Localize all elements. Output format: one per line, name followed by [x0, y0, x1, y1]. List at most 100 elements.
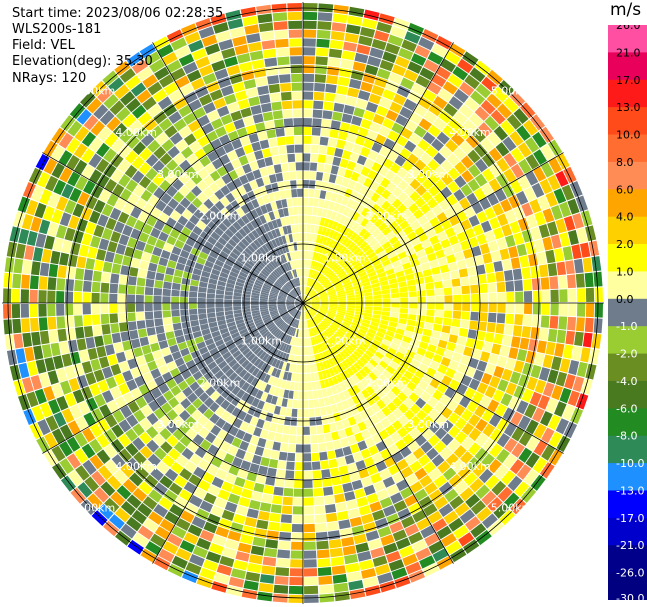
range-gate — [354, 52, 369, 64]
range-gate — [502, 407, 516, 422]
range-gate — [262, 353, 270, 362]
range-gate — [104, 178, 117, 193]
range-gate — [539, 178, 553, 195]
range-gate — [518, 431, 533, 447]
range-gate — [392, 337, 402, 346]
range-gate — [495, 142, 510, 157]
range-gate — [251, 491, 263, 502]
range-gate — [332, 484, 344, 495]
range-gate — [315, 531, 328, 541]
range-gate — [155, 239, 166, 250]
range-gate — [181, 321, 191, 329]
range-gate — [488, 147, 503, 162]
range-gate — [333, 281, 342, 287]
range-gate — [314, 82, 326, 92]
range-gate — [267, 431, 276, 441]
range-gate — [301, 329, 303, 338]
range-gate — [530, 114, 546, 131]
range-gate — [559, 387, 572, 404]
range-gate — [230, 200, 240, 210]
range-gate — [22, 332, 32, 348]
range-gate — [257, 274, 266, 281]
range-gate — [260, 310, 269, 315]
range-gate — [447, 73, 463, 88]
range-gate — [275, 172, 284, 182]
range-gate — [547, 369, 559, 384]
range-gate — [193, 355, 204, 365]
range-gate — [64, 365, 76, 380]
range-gate — [303, 126, 312, 135]
range-gate — [468, 413, 481, 427]
range-gate — [200, 439, 212, 451]
range-gate — [378, 13, 395, 25]
range-gate — [243, 144, 254, 155]
range-gate — [273, 387, 281, 397]
range-gate — [306, 364, 311, 373]
range-gate — [289, 171, 297, 180]
range-gate — [303, 297, 309, 303]
range-gate — [235, 281, 244, 287]
range-gate — [340, 325, 349, 332]
range-gate — [378, 374, 388, 384]
range-gate — [481, 153, 496, 168]
range-gate — [98, 189, 111, 203]
range-gate — [125, 98, 141, 113]
range-gate — [497, 379, 509, 392]
range-gate — [501, 224, 513, 237]
range-gate — [181, 146, 194, 159]
range-gate — [364, 221, 374, 231]
range-gate — [474, 158, 488, 173]
range-gate — [531, 182, 545, 198]
range-gate — [256, 196, 265, 206]
range-gate — [137, 66, 153, 81]
range-gate — [468, 378, 481, 391]
range-gate — [309, 364, 314, 373]
range-gate — [465, 493, 481, 508]
range-gate — [129, 329, 139, 340]
range-gate — [299, 277, 302, 286]
range-gate — [340, 338, 349, 346]
range-gate — [126, 457, 141, 472]
range-gate — [170, 67, 186, 81]
range-gate — [370, 403, 381, 414]
range-gate — [248, 272, 257, 279]
range-gate — [486, 272, 496, 283]
range-gate — [530, 364, 542, 379]
range-gate — [278, 370, 285, 380]
range-gate — [182, 353, 193, 363]
range-gate — [69, 103, 86, 120]
range-gate — [510, 336, 521, 348]
range-gate — [424, 532, 440, 547]
range-gate — [271, 358, 278, 367]
range-gate — [249, 160, 259, 171]
range-gate — [378, 429, 390, 440]
range-gate — [327, 312, 336, 317]
range-gate — [293, 278, 298, 287]
range-gate — [312, 470, 322, 479]
range-gate — [360, 207, 370, 217]
range-gate — [382, 89, 396, 101]
range-gate — [334, 253, 342, 262]
range-gate — [415, 184, 427, 196]
range-gate — [499, 248, 510, 260]
range-gate — [405, 273, 415, 281]
range-gate — [555, 170, 569, 187]
range-gate — [209, 326, 219, 333]
range-gate — [259, 306, 268, 310]
range-gate — [189, 140, 202, 153]
range-gate — [150, 342, 160, 352]
range-gate — [47, 303, 56, 317]
range-gate — [322, 236, 328, 246]
range-gate — [284, 479, 294, 488]
range-gate — [262, 315, 271, 321]
range-gate — [247, 405, 257, 416]
range-gate — [29, 275, 39, 290]
range-gate — [542, 354, 554, 369]
range-gate — [279, 332, 286, 341]
range-gate — [516, 464, 532, 480]
range-gate — [259, 574, 275, 584]
range-gate — [423, 110, 437, 124]
range-gate — [322, 351, 328, 360]
range-gate — [234, 244, 244, 253]
range-gate — [360, 378, 370, 388]
